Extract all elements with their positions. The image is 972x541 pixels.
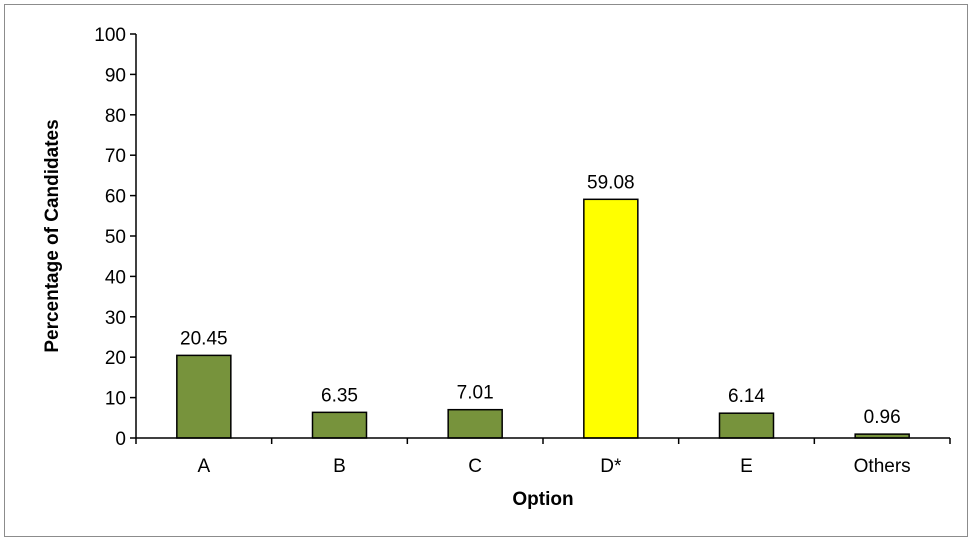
y-tick-label: 40 [105, 267, 126, 288]
x-tick-label: D* [600, 456, 622, 477]
x-tick-label: C [468, 456, 482, 477]
y-axis-title: Percentage of Candidates [42, 119, 63, 352]
data-label: 6.14 [728, 386, 765, 407]
data-labels: 20.45 6.35 7.01 59.08 6.14 0.96 [180, 172, 901, 428]
y-tick-label: 50 [105, 227, 126, 248]
bar-b [311, 411, 368, 439]
bar-a [176, 354, 232, 439]
y-tick-label: 20 [105, 348, 126, 369]
x-tick-label: B [333, 456, 346, 477]
bar-e [718, 412, 775, 439]
x-tick-label: Others [854, 456, 911, 477]
x-tick-label: A [197, 456, 210, 477]
data-label: 6.35 [321, 385, 358, 406]
data-label: 59.08 [587, 172, 635, 193]
bars [176, 198, 910, 439]
data-label: 0.96 [864, 407, 901, 428]
x-axis-title: Option [512, 489, 573, 510]
y-tick-label: 100 [94, 25, 126, 46]
y-tick-label: 60 [105, 187, 126, 208]
x-axis-ticks: A B C D* E Others [135, 438, 951, 477]
chart-frame [4, 4, 968, 537]
y-tick-label: 90 [105, 65, 126, 86]
y-tick-label: 80 [105, 106, 126, 127]
x-tick-label: E [740, 456, 753, 477]
bar-d [583, 198, 639, 439]
y-tick-label: 70 [105, 146, 126, 167]
y-axis-ticks: 0 10 20 30 40 50 60 70 80 90 100 [94, 25, 136, 450]
y-tick-label: 30 [105, 308, 126, 329]
data-label: 20.45 [180, 328, 228, 349]
bar-c [447, 408, 503, 439]
y-tick-label: 0 [115, 429, 126, 450]
y-tick-label: 10 [105, 389, 126, 410]
data-label: 7.01 [457, 383, 494, 404]
